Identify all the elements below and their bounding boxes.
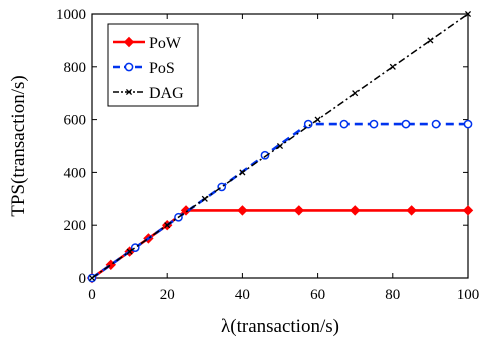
data-point-pos [369, 119, 379, 129]
data-point-dag [201, 195, 208, 202]
x-tick-label: 60 [310, 287, 325, 303]
legend-label: DAG [149, 85, 184, 102]
x-tick-label: 80 [385, 287, 400, 303]
x-marker-stroke [88, 274, 96, 282]
x-marker-stroke [389, 63, 396, 70]
x-marker-stroke [125, 88, 133, 96]
legend-marker [125, 88, 133, 96]
series-dag [88, 10, 472, 282]
data-point-pow [237, 205, 248, 216]
x-tick-label: 20 [160, 287, 175, 303]
data-point-dag [88, 274, 96, 282]
y-tick-label: 400 [64, 165, 87, 181]
data-point-dag [164, 222, 171, 229]
data-point-pos [431, 119, 441, 129]
y-tick-label: 200 [64, 218, 87, 234]
data-point-pos [260, 150, 270, 160]
x-marker-stroke [239, 169, 246, 176]
data-point-dag [239, 169, 246, 176]
x-tick-label: 0 [88, 287, 96, 303]
data-point-pow [406, 205, 417, 216]
data-point-dag [464, 10, 472, 18]
legend-entry-dag: DAG [113, 85, 184, 102]
data-point-pow [293, 205, 305, 216]
data-point-dag [352, 90, 359, 97]
x-marker-stroke [352, 90, 359, 97]
y-tick-label: 1000 [56, 7, 86, 23]
data-point-pos [463, 119, 473, 129]
x-marker-stroke [126, 248, 133, 255]
legend: PoW PoS DAG [107, 23, 199, 107]
data-point-dag [314, 116, 321, 123]
y-axis-label: TPS(transaction/s) [8, 75, 29, 216]
legend-label: PoW [149, 35, 182, 52]
data-point-pos [339, 119, 349, 129]
y-tick-label: 800 [64, 60, 87, 76]
data-point-pow [349, 205, 361, 216]
x-axis-label: λ(transaction/s) [221, 316, 339, 337]
data-point-dag [389, 63, 396, 70]
x-marker-stroke [276, 142, 284, 150]
data-point-dag [427, 37, 434, 44]
data-point-dag [276, 142, 284, 150]
legend-entry-pos: PoS [113, 60, 175, 77]
y-tick-label: 0 [79, 271, 87, 287]
x-tick-label: 40 [235, 287, 250, 303]
x-marker-stroke [201, 195, 208, 202]
x-marker-stroke [427, 37, 434, 44]
legend-marker [124, 62, 134, 72]
legend-marker [123, 36, 135, 48]
legend-entry-pow: PoW [113, 35, 182, 52]
data-point-pos [401, 119, 411, 129]
y-tick-label: 600 [64, 113, 87, 129]
x-tick-label: 100 [457, 287, 480, 303]
x-marker-stroke [464, 10, 472, 18]
data-point-pow [462, 205, 474, 216]
legend-label: PoS [149, 60, 175, 77]
data-point-pos [303, 119, 313, 129]
series-layer [86, 10, 474, 284]
x-marker-stroke [164, 222, 171, 229]
x-marker-stroke [314, 116, 321, 123]
data-point-dag [126, 248, 133, 255]
